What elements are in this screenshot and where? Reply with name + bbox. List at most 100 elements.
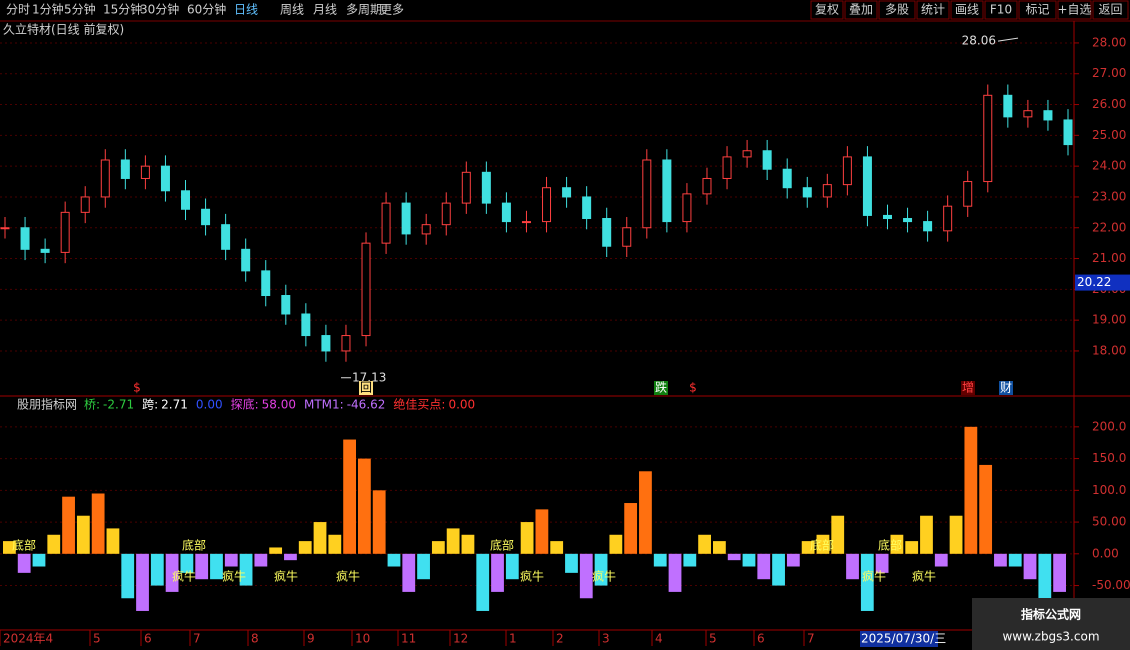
indicator-bar [905,541,919,554]
indicator-bar [461,534,475,554]
indicator-bar [402,553,416,592]
y-tick-label: 50.00 [1092,515,1126,529]
candle-body [501,202,511,223]
event-marker: $ [689,381,697,395]
indicator-bar [32,553,46,567]
period-tab[interactable]: 60分钟 [187,2,226,17]
indicator-bar [121,553,135,599]
candle-body [0,227,10,230]
action-button[interactable]: 画线 [955,3,979,17]
x-tick-label: 2024年4 [3,632,53,646]
y-tick-label: 25.00 [1092,128,1126,142]
action-button[interactable]: 叠加 [849,3,873,17]
event-marker: 回 [360,381,372,395]
watermark-url: www.zbgs3.com [1002,630,1099,644]
indicator-bar [224,553,238,567]
action-button[interactable]: 统计 [921,3,945,17]
legend-value: -46.62 [347,398,386,412]
candle-body [822,184,832,198]
candle-body [461,171,471,204]
indicator-bar [431,541,445,554]
indicator-name: 股朋指标网 [17,397,77,412]
indicator-bar [594,553,608,586]
signal-label: 疯牛 [172,569,196,584]
x-tick-label: 2 [556,632,564,646]
candle-body [862,156,872,216]
current-price-box [1075,274,1130,291]
y-tick-label: 21.00 [1092,251,1126,265]
candle-body [221,224,231,250]
indicator-bar [150,553,164,586]
indicator-bar [713,541,726,554]
candle-body [301,313,311,337]
period-tab[interactable]: 分时 [6,3,30,17]
signal-label: 底部 [12,538,36,553]
signal-label: 疯牛 [912,569,936,584]
y-tick-label: 0.00 [1092,546,1119,560]
action-button[interactable]: F10 [990,3,1012,17]
candle-body [782,168,792,189]
action-button[interactable]: 复权 [815,3,839,17]
candle-body [441,202,451,226]
legend-label: 跨: [142,398,158,412]
indicator-bar [47,534,61,554]
indicator-bar [284,553,297,561]
y-tick-label: 200.0 [1092,419,1126,433]
action-button[interactable]: 返回 [1098,3,1122,17]
period-tab[interactable]: 月线 [313,3,337,17]
indicator-bar [106,528,120,554]
action-button-frame [844,0,878,20]
candle-body [20,227,30,250]
period-tab[interactable]: 日线 [234,3,258,17]
legend-value: -2.71 [103,398,134,412]
period-tab[interactable]: 5分钟 [64,2,96,17]
candle-body [80,196,90,213]
indicator-bar [387,553,401,567]
indicator-bar [816,534,830,554]
period-tab[interactable]: 1分钟 [32,2,64,17]
legend-value: 0.00 [196,398,223,412]
action-button-frame [916,0,950,20]
candle-body [421,224,431,235]
indicator-bar [505,553,519,580]
indicator-bar [801,541,815,554]
indicator-bar [786,553,800,567]
indicator-bar [934,553,948,567]
signal-label: 疯牛 [222,569,246,584]
x-tick-label: 9 [307,632,315,646]
candle-body [201,208,211,226]
indicator-bar [535,509,549,554]
period-tab[interactable]: 周线 [280,3,304,17]
candle-body [983,94,993,183]
indicator-bar [1023,553,1037,580]
indicator-bar [1053,553,1066,592]
signal-label: 底部 [182,538,206,553]
candle-body [903,218,913,223]
indicator-bar [165,553,179,592]
candle-body [722,156,732,179]
indicator-bar [328,534,342,554]
candle-body [542,187,552,223]
indicator-bar [550,541,564,554]
period-tab[interactable]: 30分钟 [140,2,179,17]
action-button[interactable]: +自选 [1057,3,1091,17]
action-button[interactable]: 标记 [1025,3,1049,17]
marker-box [961,381,975,395]
period-tab[interactable]: 多周期 [346,3,382,17]
action-button-frame [1018,0,1057,20]
x-tick-label: 12 [453,632,468,646]
indicator-bar [757,553,771,580]
x-tick-label: 5 [93,632,101,646]
candle-body [140,165,150,179]
period-tab[interactable]: 更多 [380,3,404,17]
indicator-bar [860,553,874,611]
period-tab[interactable]: 15分钟 [103,2,142,17]
signal-label: 底部 [878,538,902,553]
x-tick-label: 6 [757,632,765,646]
y-tick-label: 27.00 [1092,66,1126,80]
x-tick-label: 1 [509,632,517,646]
y-tick-label: 23.00 [1092,189,1126,203]
event-marker: $ [133,381,141,395]
action-button[interactable]: 多股 [885,3,909,17]
